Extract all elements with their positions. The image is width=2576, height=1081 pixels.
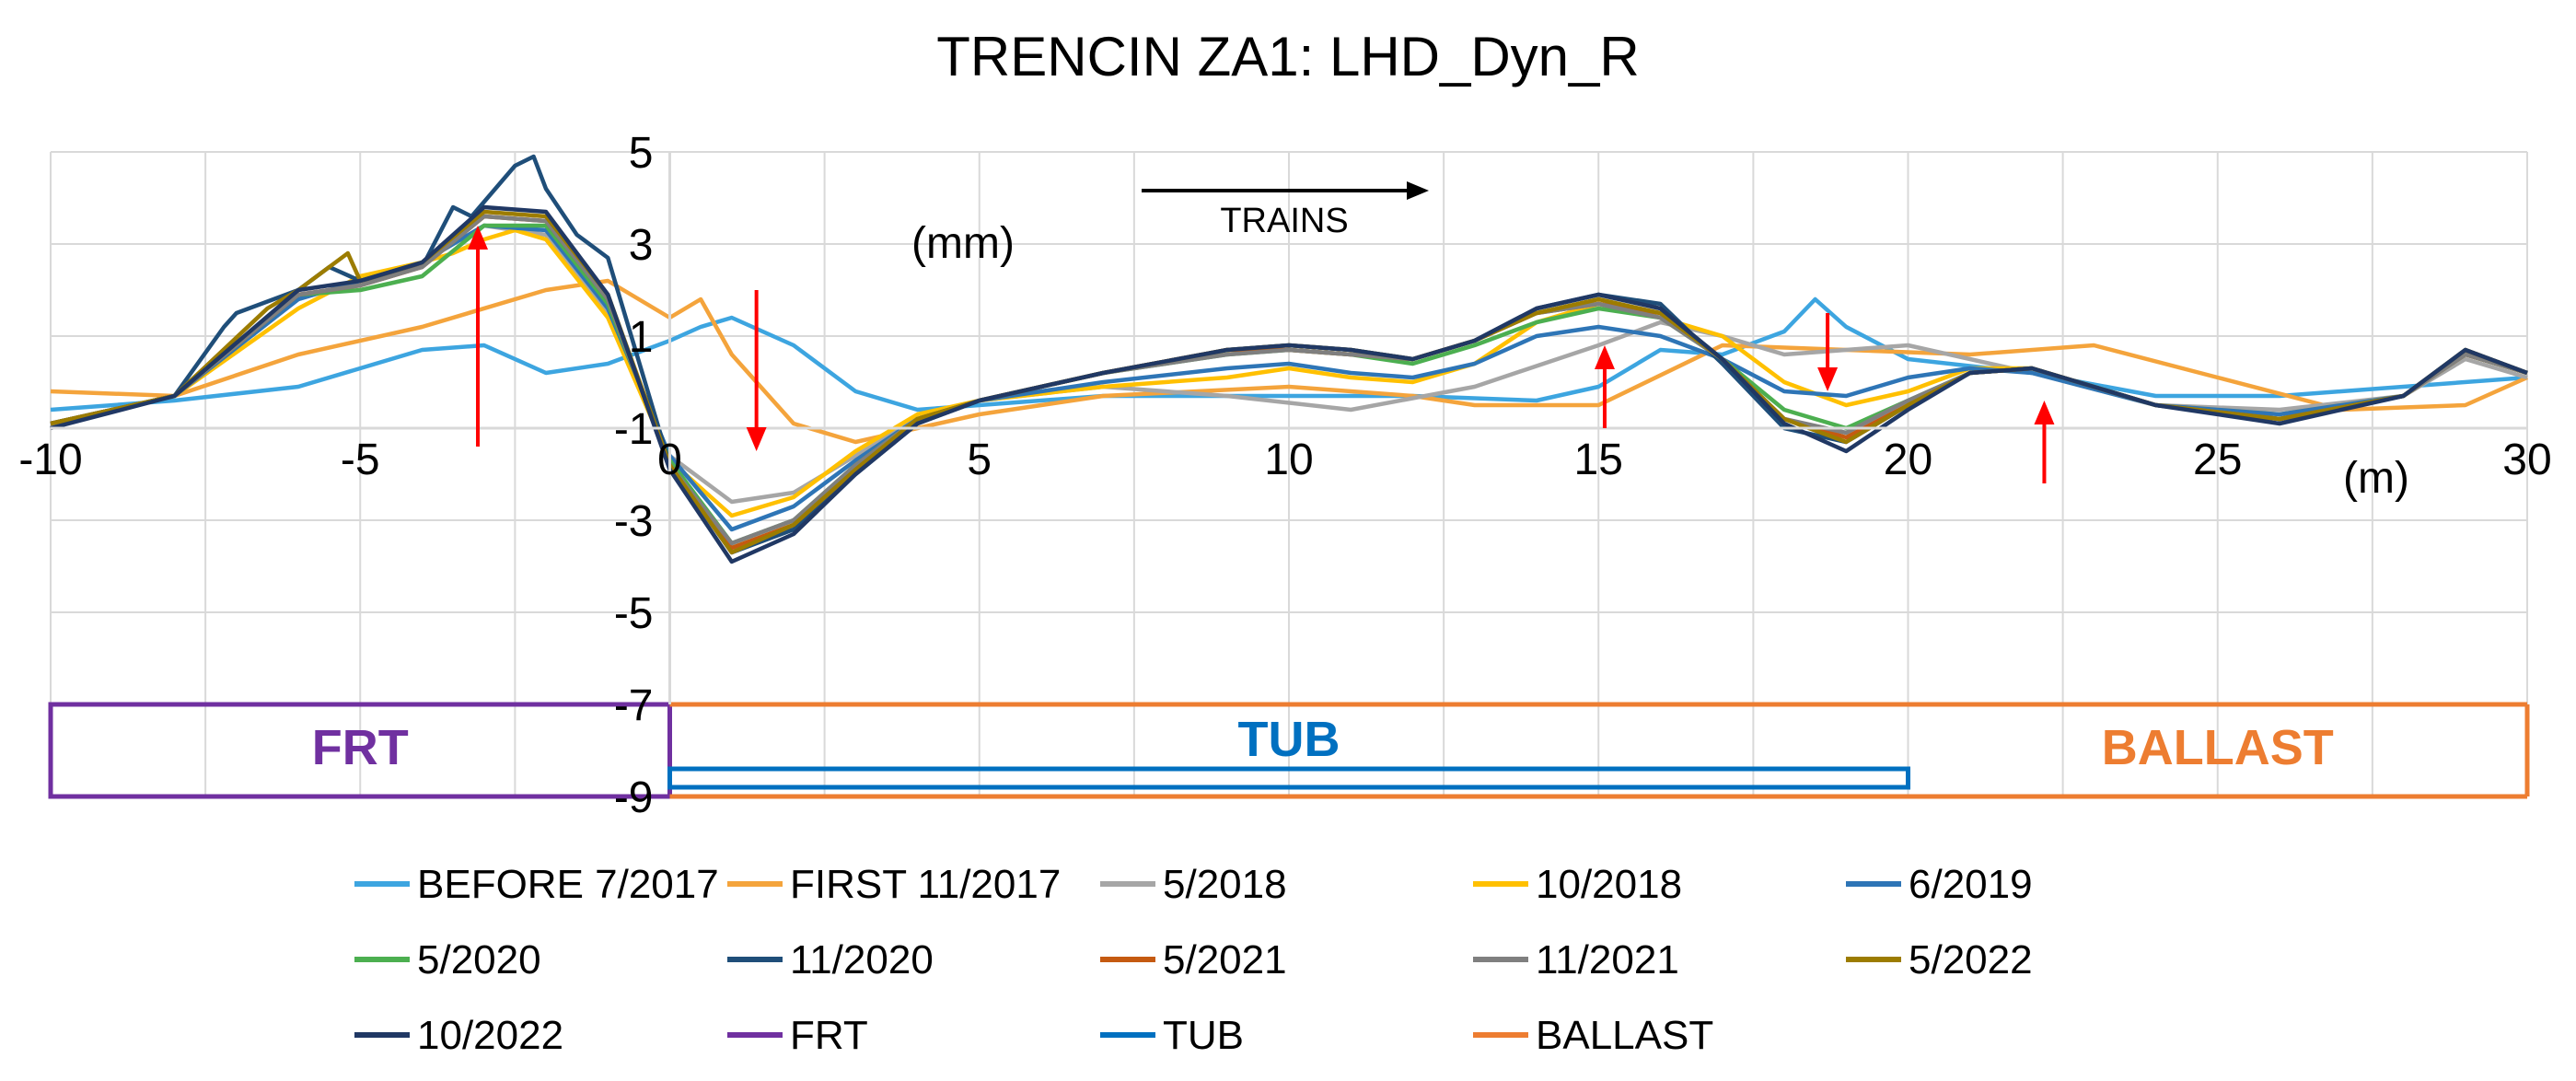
y-tick-label: -1 (614, 405, 654, 454)
direction-label: TRAINS (1220, 202, 1348, 240)
annotation-arrowhead (2034, 401, 2055, 424)
annotation-arrowhead (746, 427, 767, 451)
annotation-arrowhead (1594, 345, 1615, 369)
zone-frt-label: FRT (312, 720, 409, 775)
legend: BEFORE 7/2017 FIRST 11/2017 5/2018 10/2018 6… (354, 862, 2033, 1058)
legend-label-5-2018: 5/2018 (1163, 862, 1287, 907)
y-tick-label: -5 (614, 589, 654, 638)
axes: -10 -5 0 5 10 15 20 25 30 5 3 1 -1 -3 -5 -7 -9 (18, 129, 2551, 822)
x-tick-label: -5 (341, 436, 380, 484)
x-tick-label: 15 (1574, 436, 1623, 484)
series-line-first-11-2017 (50, 278, 2528, 445)
zone-frt-box (48, 702, 672, 799)
x-tick-label: 20 (1884, 436, 1932, 484)
x-tick-label: 30 (2502, 436, 2551, 484)
zone-ballast-label: BALLAST (2102, 720, 2334, 775)
legend-label-first-11-2017: FIRST 11/2017 (790, 862, 1061, 907)
y-tick-label: 3 (629, 221, 654, 270)
direction-arrowhead (1407, 181, 1429, 200)
legend-label-tub: TUB (1163, 1013, 1244, 1058)
zones: FRT TUB BALLAST (48, 702, 2530, 799)
y-tick-label: 1 (629, 313, 654, 362)
legend-label-before-7-2017: BEFORE 7/2017 (417, 862, 719, 907)
annotation-arrows (468, 226, 2055, 483)
x-tick-label: 0 (657, 436, 682, 484)
y-tick-label: -9 (614, 773, 654, 822)
legend-label-5-2022: 5/2022 (1909, 937, 2033, 982)
series-line-before-7-2017 (50, 296, 2528, 413)
annotation-arrowhead (468, 226, 489, 250)
legend-label-frt: FRT (790, 1013, 868, 1058)
legend-label-5-2020: 5/2020 (417, 937, 541, 982)
zone-tub-box (667, 766, 1910, 790)
x-tick-label: 25 (2193, 436, 2242, 484)
annotation-arrowhead (1817, 367, 1839, 391)
legend-label-10-2022: 10/2022 (417, 1013, 563, 1058)
legend-label-6-2019: 6/2019 (1909, 862, 2033, 907)
x-tick-label: -10 (18, 436, 82, 484)
y-tick-label: -3 (614, 497, 654, 546)
series-line-10-2022 (50, 204, 2528, 564)
legend-label-11-2020: 11/2020 (790, 937, 934, 982)
legend-label-11-2021: 11/2021 (1536, 937, 1679, 982)
y-tick-label: 5 (629, 129, 654, 178)
x-unit-label: (m) (2343, 454, 2409, 503)
zone-tub-label: TUB (1238, 712, 1340, 767)
legend-label-10-2018: 10/2018 (1536, 862, 1682, 907)
direction-indicator: TRAINS (1142, 181, 1429, 240)
y-unit-label: (mm) (911, 219, 1015, 268)
y-tick-label: -7 (614, 681, 654, 730)
x-tick-label: 10 (1264, 436, 1313, 484)
x-tick-label: 5 (967, 436, 992, 484)
chart-title: TRENCIN ZA1: LHD_Dyn_R (936, 26, 1640, 87)
legend-label-ballast: BALLAST (1536, 1013, 1713, 1058)
legend-label-5-2021: 5/2021 (1163, 937, 1287, 982)
